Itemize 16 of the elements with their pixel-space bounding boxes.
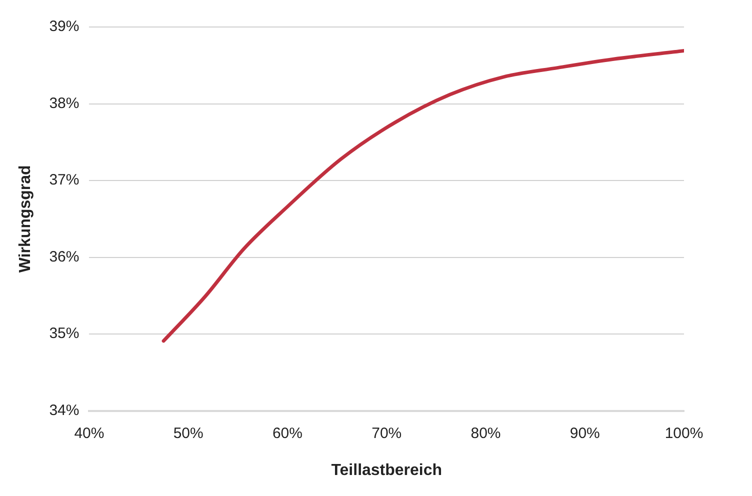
x-tick-label: 80% xyxy=(470,424,501,442)
y-tick-label: 39% xyxy=(49,18,80,36)
y-axis-title: Wirkungsgrad xyxy=(17,165,34,273)
y-tick-label: 34% xyxy=(49,402,80,419)
y-tick-label: 35% xyxy=(49,325,80,342)
x-tick-label: 100% xyxy=(664,424,704,442)
y-tick-label: 36% xyxy=(49,248,80,266)
x-tick-label: 90% xyxy=(570,424,600,442)
x-tick-label: 50% xyxy=(173,424,204,442)
x-axis-title: Teillastbereich xyxy=(331,462,442,479)
y-tick-label: 37% xyxy=(49,172,80,189)
y-tick-label: 38% xyxy=(49,94,80,112)
x-tick-label: 40% xyxy=(74,424,104,442)
x-tick-label: 70% xyxy=(372,424,402,442)
line-series xyxy=(162,49,684,343)
x-tick-label: 60% xyxy=(272,424,302,442)
